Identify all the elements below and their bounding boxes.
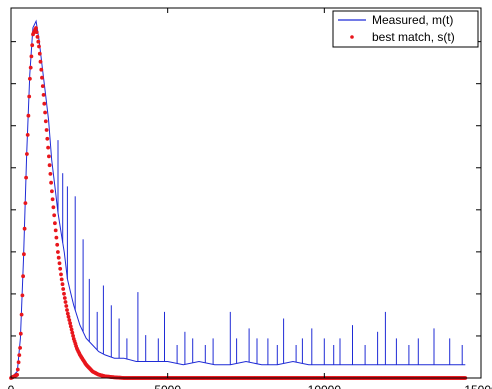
match-marker: [50, 189, 54, 194]
match-marker: [40, 84, 45, 88]
match-marker: [39, 67, 44, 72]
match-marker: [23, 201, 28, 206]
match-marker: [65, 311, 70, 316]
match-marker: [69, 327, 74, 332]
match-marker: [53, 221, 57, 226]
match-marker: [46, 145, 50, 150]
match-marker: [15, 372, 19, 377]
match-marker: [36, 39, 41, 44]
match-marker: [16, 360, 21, 365]
match-marker: [44, 128, 49, 132]
match-marker: [68, 321, 72, 326]
match-marker: [17, 353, 22, 357]
match-marker: [59, 277, 64, 282]
match-marker: [28, 76, 32, 81]
match-marker: [45, 136, 50, 141]
match-marker: [15, 367, 20, 372]
match-marker: [55, 242, 60, 247]
match-marker: [37, 51, 42, 56]
match-marker: [59, 272, 63, 277]
match-marker: [30, 43, 35, 48]
match-marker: [71, 334, 75, 338]
match-marker: [54, 235, 59, 240]
match-marker: [56, 250, 60, 254]
match-marker: [58, 266, 63, 271]
match-marker: [53, 228, 58, 233]
match-marker: [62, 291, 66, 296]
match-marker: [20, 293, 25, 298]
legend-match-swatch: [350, 35, 354, 39]
x-tick-label: 10000: [308, 383, 342, 389]
match-marker: [64, 304, 69, 308]
match-marker: [50, 197, 55, 202]
axes-frame: [10, 7, 482, 379]
x-tick-label: 15000: [464, 383, 492, 389]
match-marker: [48, 172, 53, 176]
match-marker: [19, 312, 24, 317]
match-marker: [60, 282, 65, 287]
match-marker: [70, 330, 75, 335]
match-marker: [47, 154, 51, 159]
match-marker: [57, 261, 62, 266]
match-marker: [25, 152, 29, 156]
match-marker: [34, 26, 38, 30]
match-marker: [41, 93, 46, 97]
match-marker: [25, 133, 30, 137]
match-marker: [18, 331, 23, 336]
match-marker: [27, 94, 32, 99]
match-marker: [22, 226, 27, 231]
match-marker: [34, 30, 39, 34]
match-marker: [28, 65, 33, 70]
match-marker: [42, 101, 47, 106]
match-marker: [56, 255, 61, 260]
match-marker: [47, 163, 52, 168]
match-marker: [26, 113, 31, 118]
match-marker: [29, 54, 34, 59]
match-marker: [49, 180, 53, 185]
legend: Measured, m(t) best match, s(t): [332, 10, 479, 48]
legend-match-label: best match, s(t): [372, 30, 455, 44]
match-marker: [51, 205, 56, 210]
match-marker: [24, 175, 28, 180]
match-marker: [63, 300, 68, 304]
x-tick-label: 0: [8, 383, 15, 389]
match-marker: [68, 324, 73, 329]
match-marker: [65, 308, 69, 312]
match-marker: [61, 287, 66, 291]
match-marker: [66, 314, 71, 319]
match-marker: [67, 318, 72, 322]
x-tick-label: 5000: [154, 383, 181, 389]
match-marker: [22, 252, 26, 257]
legend-measured-label: Measured, m(t): [372, 13, 453, 27]
match-marker: [18, 346, 22, 350]
plot-area: [9, 19, 468, 380]
match-marker: [62, 296, 67, 300]
legend-box: [332, 10, 479, 48]
match-marker: [40, 75, 44, 80]
match-marker: [43, 119, 48, 124]
match-marker: [52, 213, 57, 218]
match-marker: [43, 110, 47, 115]
match-marker: [21, 274, 25, 279]
match-marker: [35, 35, 40, 39]
match-marker: [37, 44, 41, 49]
match-marker: [38, 59, 43, 64]
